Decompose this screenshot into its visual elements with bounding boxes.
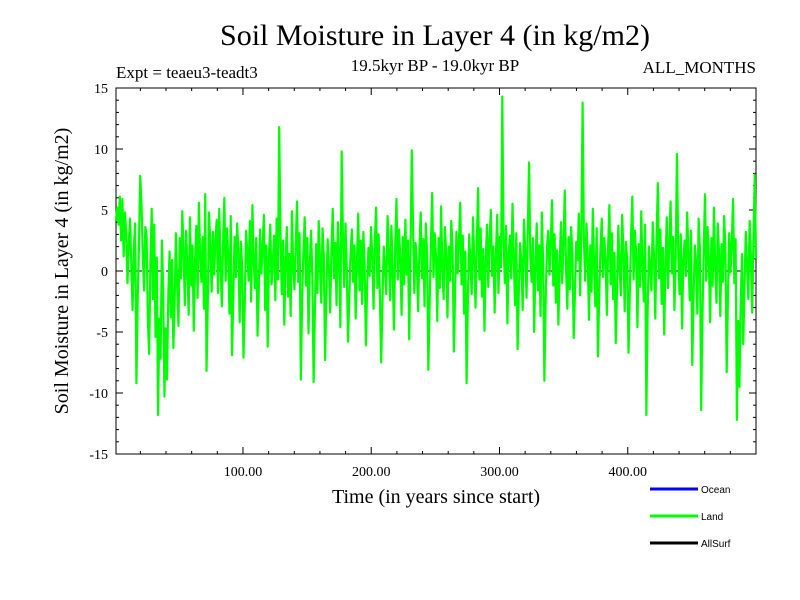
y-tick-label: 15 bbox=[94, 82, 108, 97]
y-axis: -15 -10 -5 0 5 10 15 bbox=[89, 82, 756, 463]
y-tick-label: 10 bbox=[94, 143, 108, 158]
x-axis: 100.00 200.00 300.00 400.00 bbox=[224, 88, 647, 480]
legend-label-land: Land bbox=[701, 512, 723, 523]
y-tick-label: 5 bbox=[101, 204, 108, 219]
y-tick-label: -15 bbox=[89, 448, 108, 463]
months-label: ALL_MONTHS bbox=[643, 58, 756, 77]
x-tick-label: 400.00 bbox=[608, 465, 647, 480]
chart-title: Soil Moisture in Layer 4 (in kg/m2) bbox=[220, 19, 650, 52]
y-axis-label: Soil Moisture in Layer 4 (in kg/m2) bbox=[51, 128, 73, 415]
series-line-land bbox=[114, 95, 758, 421]
minor-ticks bbox=[116, 88, 756, 454]
legend-label-ocean: Ocean bbox=[701, 485, 730, 496]
x-tick-label: 200.00 bbox=[352, 465, 391, 480]
experiment-label: Expt = teaeu3-teadt3 bbox=[116, 63, 258, 82]
y-tick-label: -5 bbox=[96, 326, 108, 341]
time-range-label: 19.5kyr BP - 19.0kyr BP bbox=[351, 56, 519, 75]
y-tick-label: -10 bbox=[89, 387, 108, 402]
x-axis-label: Time (in years since start) bbox=[332, 486, 540, 508]
x-tick-label: 100.00 bbox=[224, 465, 263, 480]
x-tick-label: 300.00 bbox=[480, 465, 519, 480]
y-tick-label: 0 bbox=[101, 265, 108, 280]
legend-label-allsurf: AllSurf bbox=[701, 539, 731, 550]
series-group bbox=[114, 95, 758, 421]
legend: Ocean Land AllSurf bbox=[650, 485, 731, 550]
